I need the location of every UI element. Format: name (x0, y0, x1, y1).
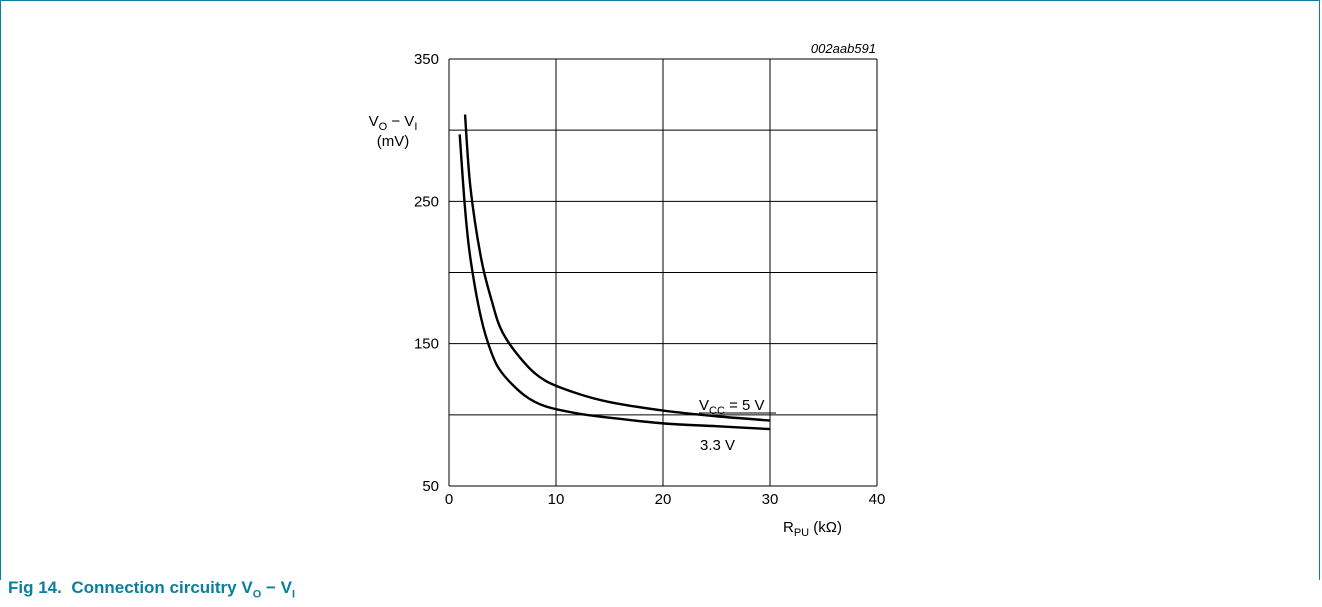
series-label-vcc-5v: VCC = 5 V (699, 397, 765, 417)
chart-grid (448, 58, 878, 487)
x-axis-label: RPU (kΩ) (783, 519, 842, 539)
chart-series (458, 114, 771, 431)
figure-id: 002aab591 (811, 41, 876, 56)
chart-labels: 002aab591 VO − VI (mV) RPU (kΩ) VCC = 5 … (369, 41, 876, 539)
y-tick-label-250: 250 (414, 193, 439, 210)
series-line-0 (463, 114, 771, 422)
figure-caption-label: Fig 14. (8, 578, 62, 597)
y-tick-label-350: 350 (414, 51, 439, 68)
chart: 0 10 20 30 40 50 150 250 350 002aab591 VO − VI (… (369, 41, 886, 539)
chart-ticks: 0 10 20 30 40 50 150 250 350 (414, 51, 885, 508)
figure-caption: Fig 14. Connection circuitry VO − VI (8, 578, 295, 600)
x-tick-label-40: 40 (869, 491, 886, 508)
y-tick-label-150: 150 (414, 336, 439, 353)
x-tick-label-20: 20 (655, 491, 672, 508)
series-line-1 (458, 134, 771, 431)
series-label-3v3: 3.3 V (700, 437, 735, 454)
y-axis-label: VO − VI (369, 113, 418, 133)
figure-frame (0, 0, 1320, 580)
x-tick-label-10: 10 (548, 491, 565, 508)
figure-caption-text: Connection circuitry VO − VI (71, 578, 296, 601)
x-tick-label-0: 0 (445, 491, 453, 508)
x-tick-label-30: 30 (762, 491, 779, 508)
y-axis-unit: (mV) (377, 133, 410, 150)
y-tick-label-50: 50 (422, 478, 439, 495)
